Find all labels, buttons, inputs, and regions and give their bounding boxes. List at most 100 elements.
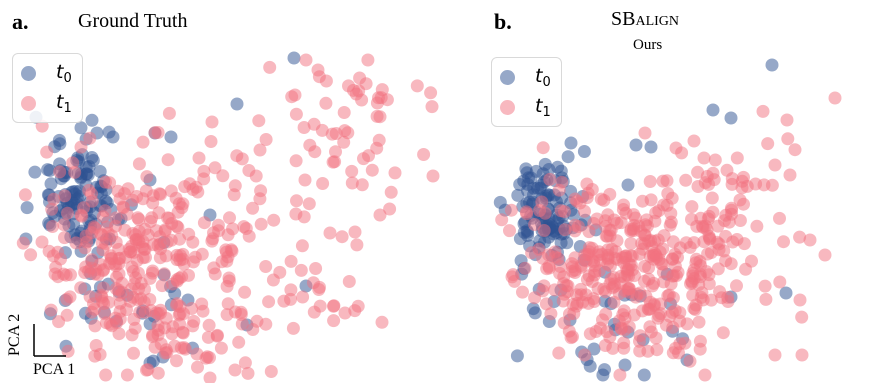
panel-subtitle-ours: Ours bbox=[633, 37, 663, 53]
point-t1 bbox=[553, 266, 567, 280]
legend-label-t0: t0 bbox=[56, 60, 72, 86]
point-t1 bbox=[680, 317, 694, 331]
point-t1 bbox=[361, 53, 375, 67]
point-t1 bbox=[169, 191, 183, 205]
point-t1 bbox=[424, 86, 438, 100]
point-t0 bbox=[52, 133, 66, 147]
title-prefix: SB bbox=[611, 8, 636, 30]
point-t1 bbox=[132, 212, 146, 226]
point-t1 bbox=[128, 321, 142, 335]
point-t1 bbox=[299, 53, 313, 67]
point-t1 bbox=[46, 220, 59, 233]
point-t1 bbox=[692, 315, 706, 329]
point-t1 bbox=[578, 348, 592, 362]
point-t1 bbox=[683, 354, 697, 368]
point-t0 bbox=[94, 187, 108, 201]
point-t1 bbox=[200, 350, 214, 364]
point-t1 bbox=[295, 239, 309, 253]
point-t1 bbox=[793, 230, 807, 244]
point-t1 bbox=[759, 292, 773, 306]
point-t1 bbox=[61, 206, 74, 220]
point-t1 bbox=[711, 219, 725, 233]
point-t0 bbox=[547, 224, 561, 238]
point-t1 bbox=[121, 182, 135, 196]
point-t1 bbox=[536, 284, 550, 298]
point-t1 bbox=[146, 264, 160, 278]
point-t1 bbox=[42, 244, 56, 258]
point-t1 bbox=[132, 157, 146, 171]
point-t1 bbox=[345, 164, 359, 178]
axis-label-pca2: PCA 2 bbox=[6, 313, 23, 356]
point-t1 bbox=[146, 328, 160, 342]
point-t0 bbox=[779, 286, 793, 300]
point-t1 bbox=[88, 319, 102, 333]
point-t1 bbox=[601, 251, 615, 265]
point-t0 bbox=[583, 359, 597, 373]
legend-marker-t1 bbox=[21, 95, 36, 111]
point-t1 bbox=[47, 192, 61, 206]
point-t1 bbox=[726, 235, 740, 249]
point-t1 bbox=[161, 153, 175, 167]
point-t0 bbox=[629, 138, 643, 152]
legend-label-t1: t1 bbox=[56, 90, 72, 116]
point-t0 bbox=[521, 184, 534, 198]
point-t1 bbox=[687, 134, 701, 148]
point-t1 bbox=[228, 363, 242, 377]
point-t1 bbox=[372, 133, 386, 147]
series-t1 bbox=[495, 91, 842, 382]
point-t1 bbox=[375, 315, 389, 329]
series-t1 bbox=[16, 53, 440, 383]
point-t0 bbox=[28, 165, 42, 179]
point-t1 bbox=[222, 271, 236, 285]
point-t1 bbox=[780, 113, 794, 127]
point-t1 bbox=[286, 321, 300, 335]
point-t1 bbox=[323, 226, 337, 240]
point-t1 bbox=[197, 216, 211, 230]
point-t1 bbox=[221, 297, 235, 311]
point-t1 bbox=[112, 327, 126, 341]
point-t0 bbox=[43, 164, 57, 177]
point-t1 bbox=[113, 312, 127, 326]
point-t1 bbox=[284, 254, 298, 268]
point-t1 bbox=[702, 277, 716, 291]
point-t1 bbox=[607, 295, 621, 309]
point-t1 bbox=[91, 268, 105, 281]
point-t1 bbox=[151, 366, 165, 380]
point-t1 bbox=[99, 368, 113, 382]
point-t1 bbox=[143, 293, 157, 306]
point-t0 bbox=[528, 306, 542, 320]
point-t1 bbox=[556, 294, 570, 308]
point-t1 bbox=[660, 198, 674, 212]
point-t1 bbox=[102, 295, 116, 309]
point-t0 bbox=[85, 113, 99, 127]
point-t1 bbox=[370, 109, 384, 123]
point-t1 bbox=[606, 341, 620, 355]
point-t1 bbox=[259, 133, 273, 146]
point-t1 bbox=[528, 218, 542, 231]
point-t1 bbox=[582, 225, 596, 239]
point-t0 bbox=[621, 178, 635, 192]
point-t1 bbox=[337, 106, 351, 119]
point-t1 bbox=[818, 248, 832, 262]
point-t1 bbox=[329, 127, 343, 140]
point-t1 bbox=[580, 191, 594, 205]
point-t1 bbox=[170, 219, 184, 233]
point-t1 bbox=[566, 330, 579, 344]
point-t1 bbox=[115, 276, 129, 290]
point-t1 bbox=[262, 295, 276, 309]
point-t1 bbox=[603, 330, 617, 344]
panel-title-ground-truth: Ground Truth bbox=[78, 10, 188, 32]
point-t1 bbox=[173, 253, 187, 267]
point-t1 bbox=[208, 161, 222, 175]
point-t1 bbox=[58, 231, 71, 245]
point-t1 bbox=[151, 126, 165, 139]
point-t1 bbox=[643, 175, 657, 188]
point-t1 bbox=[210, 328, 224, 342]
point-t1 bbox=[636, 194, 649, 208]
point-t1 bbox=[89, 339, 103, 352]
point-t1 bbox=[122, 242, 136, 256]
point-t1 bbox=[238, 285, 252, 299]
point-t1 bbox=[725, 207, 738, 221]
point-t0 bbox=[538, 157, 552, 171]
point-t1 bbox=[298, 173, 312, 187]
